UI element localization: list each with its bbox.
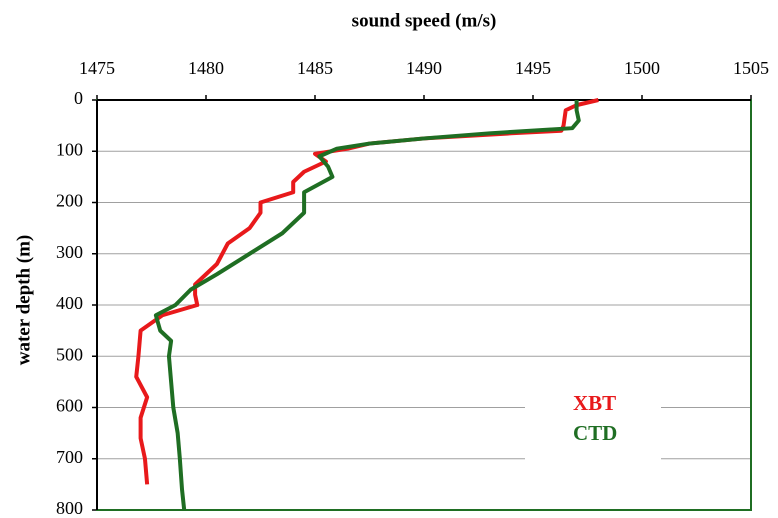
y-tick-label: 0 (74, 88, 83, 108)
y-axis-label: water depth (m) (13, 235, 34, 366)
legend-box (525, 390, 661, 460)
y-tick-label: 700 (56, 447, 83, 467)
x-tick-label: 1475 (79, 58, 115, 78)
x-tick-label: 1500 (624, 58, 660, 78)
y-tick-label: 800 (56, 498, 83, 518)
chart-title: sound speed (m/s) (352, 10, 497, 31)
x-tick-label: 1490 (406, 58, 442, 78)
legend-label: CTD (573, 421, 617, 445)
y-tick-label: 400 (56, 293, 83, 313)
x-tick-label: 1485 (297, 58, 333, 78)
y-tick-label: 500 (56, 344, 83, 364)
x-tick-label: 1495 (515, 58, 551, 78)
x-tick-label: 1505 (733, 58, 769, 78)
y-tick-label: 100 (56, 139, 83, 159)
y-tick-label: 200 (56, 191, 83, 211)
y-tick-label: 300 (56, 242, 83, 262)
legend-label: XBT (573, 391, 616, 415)
y-tick-label: 600 (56, 396, 83, 416)
x-tick-label: 1480 (188, 58, 224, 78)
series-line (153, 100, 581, 511)
